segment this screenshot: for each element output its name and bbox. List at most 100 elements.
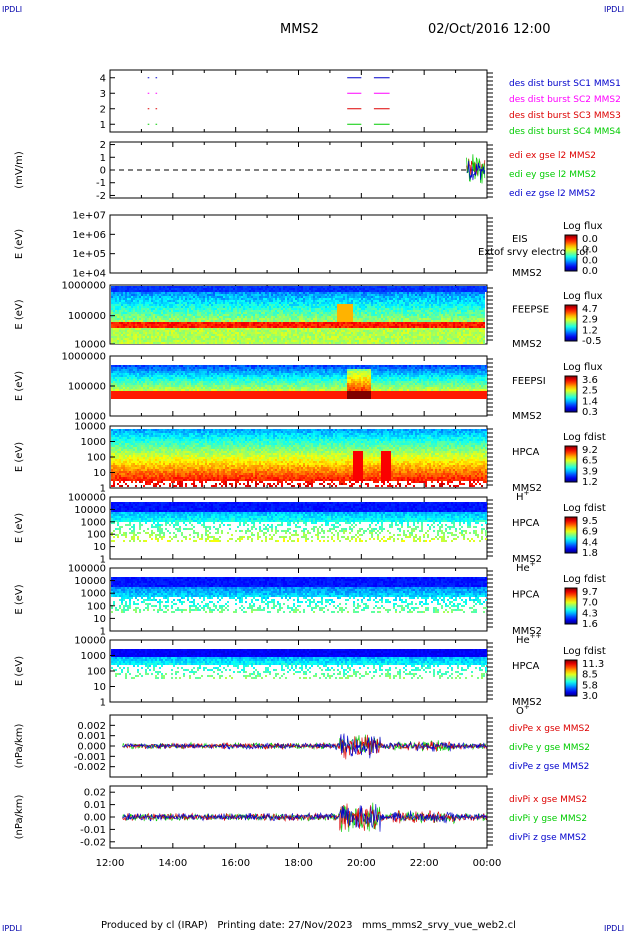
panel-2-spacecraft-label: MMS2 <box>512 268 542 279</box>
panel-8-cbar-title: Log fdist <box>563 646 606 657</box>
panel-10-trace-2 <box>122 803 488 832</box>
panel-7-ytick-label: 10000 <box>74 576 106 587</box>
panel-6-cbar-tick: 6.9 <box>582 527 598 538</box>
panel-2-cbar-title: Log flux <box>563 221 603 232</box>
panel-2-instrument-label: EIS <box>512 234 528 245</box>
panel-10-ytick-label: 0.02 <box>84 788 106 799</box>
panel-8-heatmap <box>111 649 487 679</box>
panel-0-ytick-label: 2 <box>100 104 106 115</box>
panel-5-ytick-label: 1 <box>100 484 106 495</box>
panel-7-cbar-tick: 7.0 <box>582 598 598 609</box>
burst-legend-4: des dist burst SC4 MMS4 <box>509 127 621 137</box>
efield-trace-2 <box>466 160 486 181</box>
panel-5-spacecraft-label: MMS2 <box>512 483 542 494</box>
footer-text: Produced by cl (IRAP) Printing date: 27/… <box>101 920 516 931</box>
panel-2-ytick-label: 1e+04 <box>72 269 106 280</box>
panel-2-ytick-label: 1e+06 <box>72 230 106 241</box>
panel-8-ytick-label: 10000 <box>74 636 106 647</box>
panel-3-cbar-tick: 4.7 <box>582 304 598 315</box>
panel-8-spacecraft-label: MMS2 <box>512 697 542 708</box>
panel-3-cbar-tick: -0.5 <box>582 336 602 347</box>
panel-8-colorbar <box>564 659 578 697</box>
panel-7-ytick-label: 1 <box>100 627 106 638</box>
panel-5-colorbar <box>564 445 578 483</box>
panel-6-colorbar <box>564 516 578 554</box>
panel-2-cbar-tick: 0.0 <box>582 234 598 245</box>
xaxis-tick-label: 18:00 <box>284 858 313 869</box>
panel-5-cbar-title: Log fdist <box>563 432 606 443</box>
panel-9-ytick-label: -0.001 <box>74 752 106 763</box>
panel-1-ytick-label: -2 <box>96 191 106 202</box>
panel-3-instrument-label: FEEPSE <box>512 305 549 316</box>
panel-7-ytick-label: 100000 <box>68 564 106 575</box>
panel-8-instrument-label: HPCA <box>512 661 540 672</box>
panel-2-cbar-tick: 0.0 <box>582 266 598 277</box>
panel-4-colorbar <box>564 375 578 413</box>
panel-0-ytick-label: 3 <box>100 89 106 100</box>
panel-9-legend-0: divPe x gse MMS2 <box>509 724 590 734</box>
panel-8-cbar-tick: 11.3 <box>582 659 604 670</box>
panel-3-heatmap <box>111 286 487 344</box>
eis-overlay-text: Extof srvy electron tof <box>478 247 589 258</box>
panel-6-ylabel: E (eV) <box>14 513 25 543</box>
panel-5-cbar-tick: 9.2 <box>582 445 598 456</box>
panel-7-ylabel: E (eV) <box>14 584 25 614</box>
panel-5-ylabel: E (eV) <box>14 442 25 472</box>
panel-5-instrument-label: HPCA <box>512 447 540 458</box>
panel-2-cbar-tick: 0.0 <box>582 245 598 256</box>
panel-4-instrument-label: FEEPSI <box>512 376 546 387</box>
panel-8-species-label: O+ <box>516 703 530 717</box>
panel-3-ytick-label: 1000000 <box>61 281 106 292</box>
panel-9-ytick-label: 0.002 <box>77 721 106 732</box>
xaxis-tick-label: 20:00 <box>347 858 376 869</box>
date-title: 02/Oct/2016 12:00 <box>428 22 550 37</box>
panel-5-species-label: H+ <box>516 489 530 503</box>
panel-10-ytick-label: -0.01 <box>80 825 106 836</box>
panel-2-ytick-label: 1e+05 <box>72 249 106 260</box>
panel-4-cbar-tick: 0.3 <box>582 407 598 418</box>
panel-6-ytick-label: 10000 <box>74 505 106 516</box>
panel-7-cbar-tick: 9.7 <box>582 587 598 598</box>
panel-8-ylabel: E (eV) <box>14 656 25 686</box>
panel-6-ytick-label: 1000 <box>81 517 106 528</box>
panel-0-ytick-label: 4 <box>100 73 106 84</box>
panel-7-colorbar <box>564 587 578 625</box>
panel-6-cbar-tick: 4.4 <box>582 537 598 548</box>
panel-2-frame <box>109 214 488 274</box>
mission-title: MMS2 <box>280 22 319 37</box>
panel-3-colorbar <box>564 304 578 342</box>
panel-10-legend-0: divPi x gse MMS2 <box>509 795 587 805</box>
panel-9-legend-1: divPe y gse MMS2 <box>509 743 590 753</box>
efield-legend-2: edi ez gse l2 MMS2 <box>509 189 596 199</box>
panel-8-cbar-tick: 8.5 <box>582 670 598 681</box>
panel-4-cbar-title: Log flux <box>563 362 603 373</box>
panel-6-ytick-label: 100 <box>87 530 106 541</box>
panel-6-ytick-label: 100000 <box>68 493 106 504</box>
panel-2-ylabel: E (eV) <box>14 229 25 259</box>
panel-6-ytick-label: 10 <box>93 542 106 553</box>
panel-5-cbar-tick: 6.5 <box>582 456 598 467</box>
panel-3-ylabel: E (eV) <box>14 299 25 329</box>
panel-2-cbar-tick: 0.0 <box>582 255 598 266</box>
panel-7-spacecraft-label: MMS2 <box>512 626 542 637</box>
panel-7-cbar-tick: 4.3 <box>582 608 598 619</box>
panel-8-cbar-tick: 5.8 <box>582 680 598 691</box>
panel-9-trace-2 <box>122 733 488 759</box>
panel-3-cbar-title: Log flux <box>563 291 603 302</box>
panel-5-ytick-label: 10 <box>93 468 106 479</box>
panel-3-ytick-label: 10000 <box>74 340 106 351</box>
panel-1-ytick-label: 0 <box>100 166 106 177</box>
xaxis-tick-label: 14:00 <box>158 858 187 869</box>
panel-3-ytick-label: 100000 <box>68 311 106 322</box>
panel-8-ytick-label: 1 <box>100 698 106 709</box>
panel-4-cbar-tick: 2.5 <box>582 386 598 397</box>
panel-9-ytick-label: 0.001 <box>77 731 106 742</box>
panel-6-cbar-tick: 1.8 <box>582 548 598 559</box>
panel-10-ytick-label: -0.02 <box>80 837 106 848</box>
panel-7-heatmap <box>111 577 487 613</box>
corner-label-top-left: IPDLI <box>2 5 22 14</box>
panel-5-ytick-label: 10000 <box>74 422 106 433</box>
burst-legend-1: des dist burst SC1 MMS1 <box>509 79 621 89</box>
panel-5-cbar-tick: 3.9 <box>582 466 598 477</box>
panel-7-ytick-label: 100 <box>87 601 106 612</box>
